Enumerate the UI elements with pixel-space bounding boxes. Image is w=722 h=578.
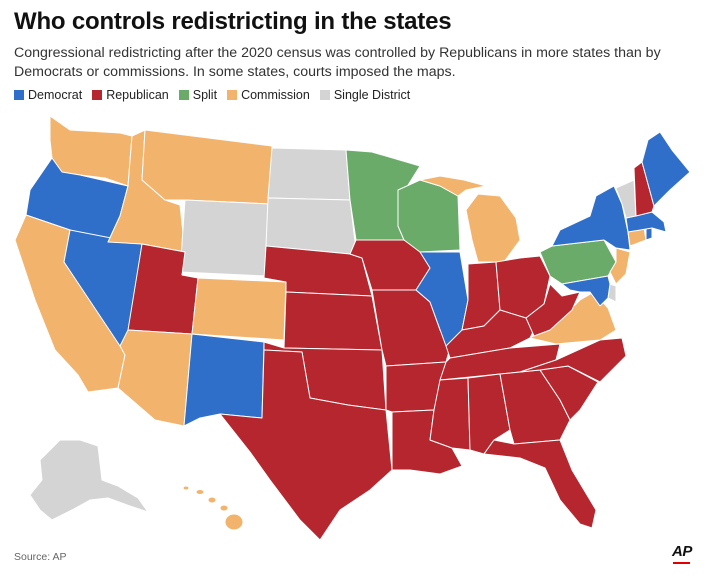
legend-label-democrat: Democrat — [28, 88, 83, 102]
state-ks[interactable] — [283, 291, 383, 351]
state-ak[interactable] — [29, 439, 149, 521]
state-nj[interactable] — [609, 247, 631, 285]
legend-swatch-republican — [92, 90, 103, 100]
state-hi-2[interactable] — [195, 489, 205, 495]
state-fl[interactable] — [483, 439, 597, 529]
state-nc[interactable] — [519, 337, 627, 383]
state-hi-5[interactable] — [224, 513, 244, 531]
state-tx[interactable] — [219, 349, 393, 541]
state-md[interactable] — [561, 275, 611, 307]
legend-item-democrat: Democrat — [14, 88, 82, 102]
legend-item-commission: Commission — [227, 88, 310, 102]
legend: Democrat Republican Split Commission Sin… — [14, 88, 410, 102]
state-hi-1[interactable] — [182, 485, 190, 491]
source-note: Source: AP — [14, 551, 67, 563]
map-title: Who controls redistricting in the states — [14, 8, 452, 35]
legend-swatch-democrat — [14, 90, 24, 100]
state-mi-upper[interactable] — [419, 175, 487, 197]
state-vt[interactable] — [615, 179, 637, 219]
state-ny[interactable] — [551, 185, 631, 251]
state-mi[interactable] — [465, 193, 521, 263]
ap-logo: AP — [672, 543, 692, 560]
legend-label-republican: Republican — [106, 88, 169, 102]
legend-item-split: Split — [178, 88, 218, 102]
state-wy[interactable] — [179, 199, 271, 277]
state-nh[interactable] — [633, 161, 655, 217]
state-mt[interactable] — [141, 129, 273, 205]
state-wa[interactable] — [49, 115, 133, 187]
state-ri[interactable] — [645, 227, 653, 241]
legend-swatch-split — [178, 90, 189, 100]
legend-label-split: Split — [192, 88, 218, 102]
state-hi-4[interactable] — [219, 504, 229, 512]
state-nm[interactable] — [183, 333, 265, 427]
legend-swatch-commission — [227, 90, 238, 100]
legend-label-single-district: Single District — [333, 88, 411, 102]
legend-item-republican: Republican — [92, 88, 169, 102]
state-az[interactable] — [117, 329, 193, 427]
legend-swatch-single-district — [319, 90, 330, 100]
state-hi-3[interactable] — [207, 496, 217, 504]
state-sd[interactable] — [265, 197, 357, 255]
state-nd[interactable] — [267, 147, 351, 201]
ap-logo-underline — [673, 562, 690, 564]
legend-item-single-district: Single District — [319, 88, 411, 102]
legend-label-commission: Commission — [241, 88, 310, 102]
state-me[interactable] — [641, 131, 691, 207]
map-subtitle: Congressional redistricting after the 20… — [14, 45, 661, 80]
state-co[interactable] — [191, 277, 287, 341]
